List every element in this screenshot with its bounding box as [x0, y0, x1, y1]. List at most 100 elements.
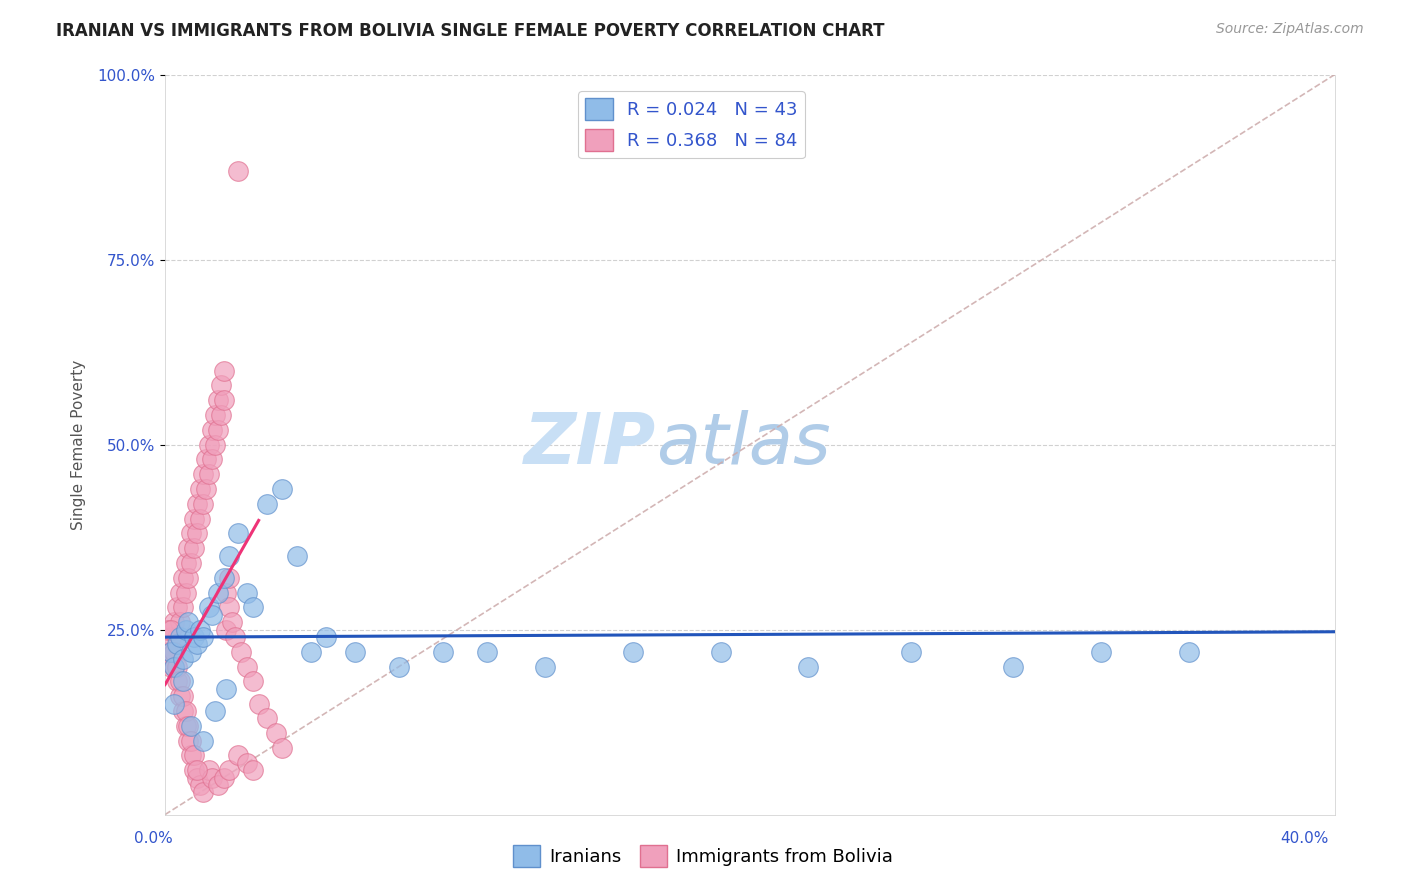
Point: [191, 733, 214, 747]
Point: [160, 630, 183, 644]
Point: [1002, 659, 1025, 673]
Point: [180, 719, 202, 733]
Point: [180, 733, 202, 747]
Point: [191, 630, 214, 644]
Point: [198, 437, 221, 451]
Point: [174, 623, 197, 637]
Point: [172, 600, 194, 615]
Point: [166, 637, 188, 651]
Point: [177, 541, 200, 556]
Point: [163, 697, 186, 711]
Point: [299, 645, 322, 659]
Point: [212, 771, 235, 785]
Point: [226, 163, 249, 178]
Point: [191, 467, 214, 482]
Point: [236, 756, 259, 770]
Point: [195, 482, 218, 496]
Point: [177, 733, 200, 747]
Point: [198, 763, 221, 777]
Legend: Iranians, Immigrants from Bolivia: Iranians, Immigrants from Bolivia: [506, 838, 900, 874]
Point: [183, 630, 205, 644]
Point: [191, 785, 214, 799]
Point: [163, 645, 186, 659]
Point: [183, 541, 205, 556]
Point: [218, 763, 240, 777]
Point: [198, 467, 221, 482]
Text: 0.0%: 0.0%: [134, 831, 173, 846]
Point: [156, 645, 179, 659]
Point: [229, 645, 252, 659]
Point: [1177, 645, 1199, 659]
Text: 40.0%: 40.0%: [1281, 831, 1329, 846]
Point: [207, 585, 229, 599]
Point: [186, 763, 208, 777]
Point: [183, 763, 205, 777]
Point: [169, 630, 191, 644]
Y-axis label: Single Female Poverty: Single Female Poverty: [72, 359, 86, 530]
Point: [242, 763, 264, 777]
Point: [166, 630, 188, 644]
Point: [264, 726, 287, 740]
Point: [344, 645, 367, 659]
Point: [174, 585, 197, 599]
Point: [621, 645, 644, 659]
Point: [256, 497, 278, 511]
Point: [207, 393, 229, 408]
Point: [226, 748, 249, 763]
Point: [191, 497, 214, 511]
Point: [209, 378, 232, 392]
Point: [247, 697, 270, 711]
Point: [169, 674, 191, 689]
Point: [188, 623, 211, 637]
Point: [201, 452, 224, 467]
Point: [236, 585, 259, 599]
Point: [224, 630, 246, 644]
Point: [180, 556, 202, 570]
Point: [212, 363, 235, 377]
Point: [221, 615, 243, 629]
Point: [172, 674, 194, 689]
Point: [166, 674, 188, 689]
Point: [198, 600, 221, 615]
Point: [475, 645, 498, 659]
Point: [215, 585, 238, 599]
Point: [163, 659, 186, 673]
Point: [1090, 645, 1112, 659]
Point: [186, 497, 208, 511]
Point: [177, 615, 200, 629]
Point: [172, 652, 194, 666]
Point: [169, 585, 191, 599]
Point: [156, 623, 179, 637]
Point: [218, 600, 240, 615]
Point: [215, 681, 238, 696]
Point: [242, 600, 264, 615]
Point: [236, 659, 259, 673]
Point: [174, 704, 197, 718]
Legend: R = 0.024   N = 43, R = 0.368   N = 84: R = 0.024 N = 43, R = 0.368 N = 84: [578, 91, 804, 159]
Point: [207, 778, 229, 792]
Point: [215, 623, 238, 637]
Point: [201, 607, 224, 622]
Point: [163, 615, 186, 629]
Point: [271, 482, 294, 496]
Point: [195, 452, 218, 467]
Point: [183, 748, 205, 763]
Point: [900, 645, 922, 659]
Point: [207, 423, 229, 437]
Point: [388, 659, 411, 673]
Point: [218, 571, 240, 585]
Point: [172, 571, 194, 585]
Point: [169, 689, 191, 703]
Point: [174, 719, 197, 733]
Text: atlas: atlas: [657, 410, 831, 479]
Point: [172, 689, 194, 703]
Point: [242, 674, 264, 689]
Text: Source: ZipAtlas.com: Source: ZipAtlas.com: [1216, 22, 1364, 37]
Point: [285, 549, 308, 563]
Point: [186, 526, 208, 541]
Point: [432, 645, 454, 659]
Point: [172, 704, 194, 718]
Point: [163, 645, 186, 659]
Point: [177, 719, 200, 733]
Point: [188, 778, 211, 792]
